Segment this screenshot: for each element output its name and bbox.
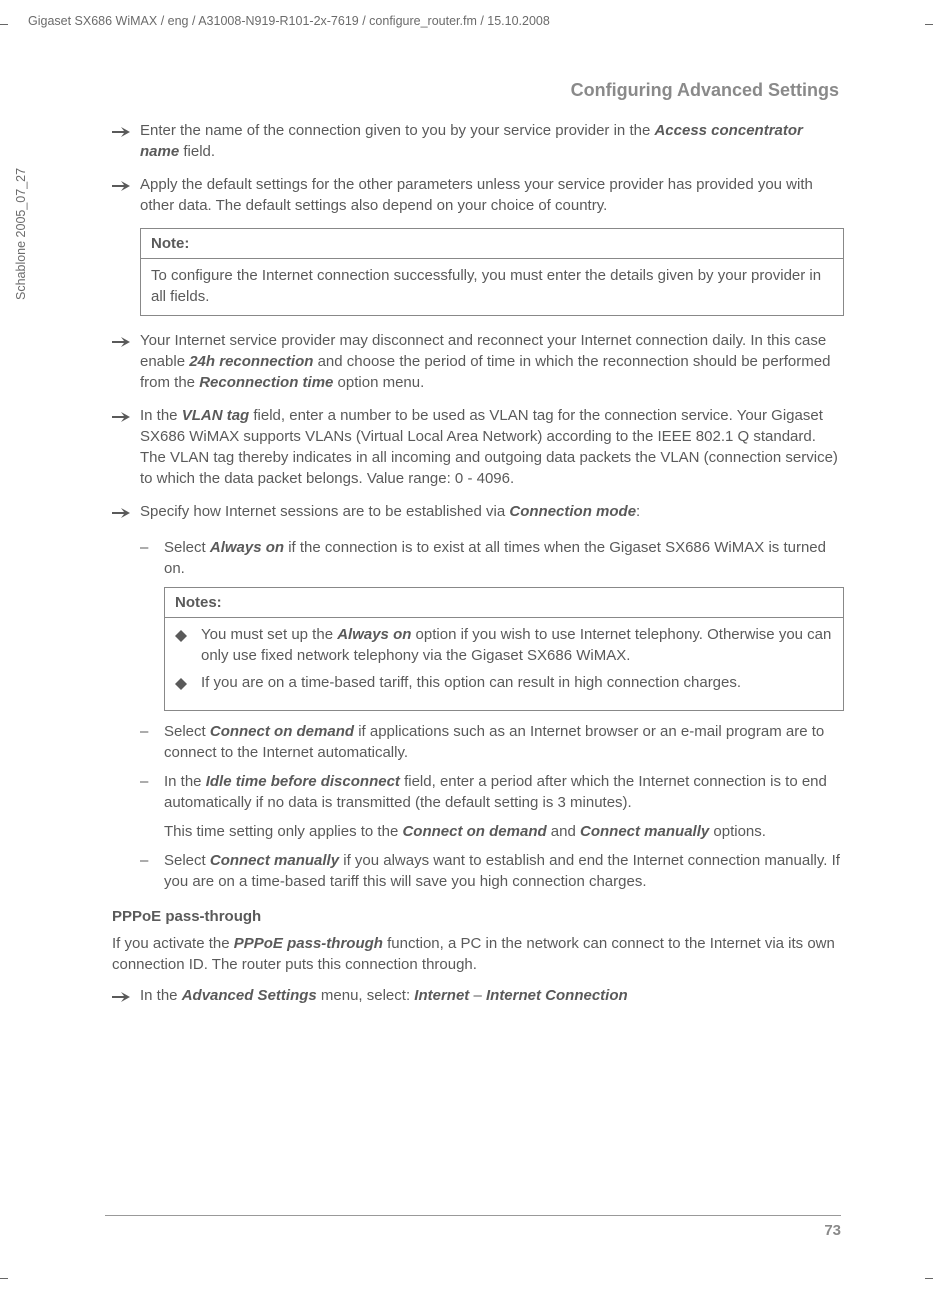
text: If you are on a time-based tariff, this … bbox=[201, 672, 741, 696]
field-label: Connect on demand bbox=[210, 723, 354, 740]
text: and bbox=[547, 823, 580, 840]
text: In the bbox=[140, 987, 182, 1004]
text: Specify how Internet sessions are to be … bbox=[140, 503, 509, 520]
header-meta: Gigaset SX686 WiMAX / eng / A31008-N919-… bbox=[28, 14, 550, 28]
idle-time-extra: This time setting only applies to the Co… bbox=[164, 821, 844, 842]
arrow-icon bbox=[112, 330, 140, 393]
arrow-icon bbox=[112, 985, 140, 1009]
field-label: Reconnection time bbox=[199, 374, 333, 391]
option-connect-manually: – Select Connect manually if you always … bbox=[140, 850, 844, 892]
diamond-icon bbox=[175, 624, 201, 666]
bullet-connection-mode: Specify how Internet sessions are to be … bbox=[112, 501, 844, 525]
arrow-icon bbox=[112, 501, 140, 525]
menu-label: Advanced Settings bbox=[182, 987, 317, 1004]
text: In the bbox=[140, 407, 182, 424]
page-content: Enter the name of the connection given t… bbox=[112, 120, 844, 1021]
dash-icon: – bbox=[140, 771, 164, 813]
bullet-access-concentrator: Enter the name of the connection given t… bbox=[112, 120, 844, 162]
menu-label: Internet bbox=[414, 987, 469, 1004]
field-label: VLAN tag bbox=[182, 407, 250, 424]
field-label: Idle time before disconnect bbox=[206, 773, 400, 790]
note-title: Note: bbox=[141, 229, 843, 259]
text: In the bbox=[164, 773, 206, 790]
text: This time setting only applies to the bbox=[164, 823, 402, 840]
text: Enter the name of the connection given t… bbox=[140, 122, 654, 139]
menu-label: Internet Connection bbox=[486, 987, 628, 1004]
bullet-24h-reconnection: Your Internet service provider may disco… bbox=[112, 330, 844, 393]
note-box: Note: To configure the Internet connecti… bbox=[140, 228, 844, 316]
arrow-icon bbox=[112, 120, 140, 162]
text: option menu. bbox=[333, 374, 424, 391]
side-meta: Schablone 2005_07_27 bbox=[14, 168, 28, 300]
field-label: Connect manually bbox=[580, 823, 709, 840]
text: – bbox=[469, 987, 486, 1004]
notes-title: Notes: bbox=[165, 588, 843, 618]
text: menu, select: bbox=[317, 987, 415, 1004]
field-label: Connect on demand bbox=[402, 823, 546, 840]
arrow-icon bbox=[112, 174, 140, 216]
text: Select bbox=[164, 852, 210, 869]
dash-icon: – bbox=[140, 721, 164, 763]
bullet-default-settings: Apply the default settings for the other… bbox=[112, 174, 844, 216]
note-item-always-on: You must set up the Always on option if … bbox=[175, 624, 833, 666]
notes-box: Notes: You must set up the Always on opt… bbox=[164, 587, 844, 711]
pppoe-heading: PPPoE pass-through bbox=[112, 906, 844, 927]
dash-icon: – bbox=[140, 850, 164, 892]
note-item-tariff: If you are on a time-based tariff, this … bbox=[175, 672, 833, 696]
text: options. bbox=[709, 823, 766, 840]
text: field. bbox=[179, 143, 215, 160]
field-label: PPPoE pass-through bbox=[234, 935, 383, 952]
field-label: Always on bbox=[337, 626, 411, 643]
bullet-advanced-settings-nav: In the Advanced Settings menu, select: I… bbox=[112, 985, 844, 1009]
arrow-icon bbox=[112, 405, 140, 489]
diamond-icon bbox=[175, 672, 201, 696]
option-idle-time: – In the Idle time before disconnect fie… bbox=[140, 771, 844, 813]
dash-icon: – bbox=[140, 537, 164, 579]
text: If you activate the bbox=[112, 935, 234, 952]
field-label: Connection mode bbox=[509, 503, 636, 520]
text: Select bbox=[164, 539, 210, 556]
field-label: Always on bbox=[210, 539, 284, 556]
text: You must set up the bbox=[201, 626, 337, 643]
text: Apply the default settings for the other… bbox=[140, 174, 844, 216]
option-always-on: – Select Always on if the connection is … bbox=[140, 537, 844, 579]
page-number: 73 bbox=[105, 1215, 841, 1239]
section-title: Configuring Advanced Settings bbox=[571, 80, 839, 101]
option-connect-on-demand: – Select Connect on demand if applicatio… bbox=[140, 721, 844, 763]
field-label: 24h reconnection bbox=[189, 353, 313, 370]
text: : bbox=[636, 503, 640, 520]
bullet-vlan-tag: In the VLAN tag field, enter a number to… bbox=[112, 405, 844, 489]
note-body: To configure the Internet connection suc… bbox=[151, 265, 833, 307]
pppoe-body: If you activate the PPPoE pass-through f… bbox=[112, 933, 844, 975]
text: Select bbox=[164, 723, 210, 740]
field-label: Connect manually bbox=[210, 852, 339, 869]
